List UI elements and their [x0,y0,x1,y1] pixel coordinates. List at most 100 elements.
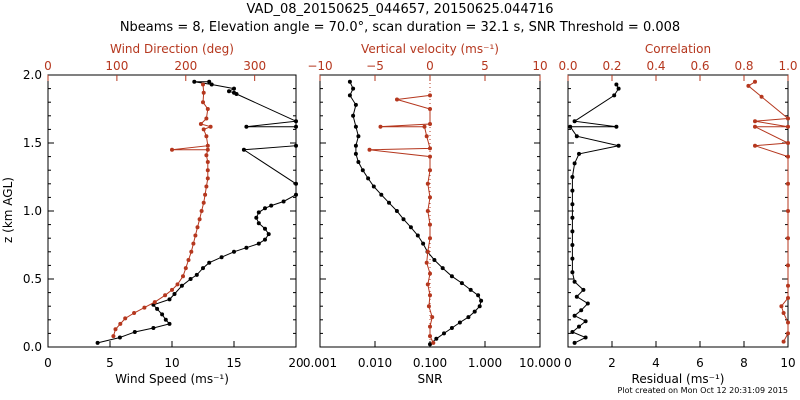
x-tick-label: 0.001 [303,356,337,370]
panel-vertical-velocity: 0.001 0.010 0.100 1.000 10.000 SNR −10 −5 0 5 10 Ve… [303,42,561,386]
y-axis-label: z (km AGL) [1,177,15,243]
data-point [753,119,757,124]
data-point [351,86,356,91]
data-point [179,283,184,288]
data-point [347,79,352,84]
data-point [256,241,261,246]
data-point [256,221,261,226]
data-point [194,272,199,277]
data-point [570,330,575,334]
data-point [577,151,581,156]
data-point [353,143,358,148]
data-point [612,93,617,98]
data-point [244,124,249,129]
data-point [614,124,619,129]
data-point [195,225,200,230]
data-point [294,124,298,129]
data-point [198,122,203,126]
x-tick-label: 4 [652,356,660,370]
data-point [232,86,236,91]
data-point [786,181,790,186]
x-tick-label: 8 [740,356,748,370]
data-point [425,249,430,254]
data-point [425,282,430,287]
data-point [395,97,399,102]
top-tick-label: 5 [481,59,489,73]
data-point [583,319,588,324]
data-point [378,124,383,129]
data-point [204,153,209,158]
data-point [356,160,361,164]
x-axis-label: SNR [418,372,443,386]
data-point [201,200,206,205]
data-point [616,143,621,148]
panel-correlation: 0 2 4 6 8 10 Residual (ms⁻¹) 0.0 0.2 0.4 0.6 0.8 1.0… [558,42,797,386]
data-point [585,301,590,306]
data-point [207,79,212,84]
top-tick-label: 0.4 [646,59,665,73]
data-point [351,113,356,118]
data-point [183,266,188,271]
series-line [569,84,620,344]
data-point [570,202,575,207]
data-point [113,327,118,332]
data-point [781,339,786,344]
data-point [408,225,413,230]
data-point [616,86,621,91]
data-point [479,298,484,303]
data-point [152,300,157,305]
data-point [428,324,432,329]
data-point [786,283,790,288]
top-tick-label: 1.0 [778,59,797,73]
top-tick-label: 200 [174,59,197,73]
data-point [167,321,172,326]
data-point [281,199,286,204]
data-point [117,335,122,340]
data-point [160,312,165,317]
data-point [269,203,274,208]
top-tick-label: 0 [44,59,52,73]
y-tick-label: 0.0 [23,340,42,354]
data-point [205,147,210,152]
data-point [186,258,191,262]
data-point [204,116,209,121]
data-point [781,311,786,315]
data-point [431,340,436,345]
x-tick-label: 2 [608,356,616,370]
data-point [151,326,156,330]
data-point [111,334,116,339]
data-point [424,260,429,265]
data-point [428,122,432,126]
data-point [468,287,473,292]
data-point [181,274,185,279]
data-point [570,229,575,234]
data-point [432,258,437,262]
data-point [294,192,298,197]
data-point [466,315,471,320]
data-point [572,119,577,124]
y-tick-label: 1.0 [23,204,42,218]
x-tick-label: 0 [564,356,572,370]
data-point [263,237,267,242]
data-point [786,320,790,325]
data-point [367,147,372,152]
data-point [356,134,361,139]
data-point [175,282,180,287]
data-point [428,195,432,200]
data-point [572,313,577,318]
data-point [294,143,298,148]
top-tick-label: 100 [105,59,128,73]
data-point [227,89,231,94]
data-point [263,226,267,231]
data-point [387,200,391,205]
data-point [204,184,209,189]
data-point [570,215,575,220]
data-point [241,147,246,152]
x-tick-label: 5 [106,356,114,370]
data-point [170,287,174,292]
data-point [256,210,261,215]
x-tick-label: 20 [288,356,303,370]
data-point [263,206,267,211]
data-point [366,176,371,181]
data-point [266,232,271,237]
